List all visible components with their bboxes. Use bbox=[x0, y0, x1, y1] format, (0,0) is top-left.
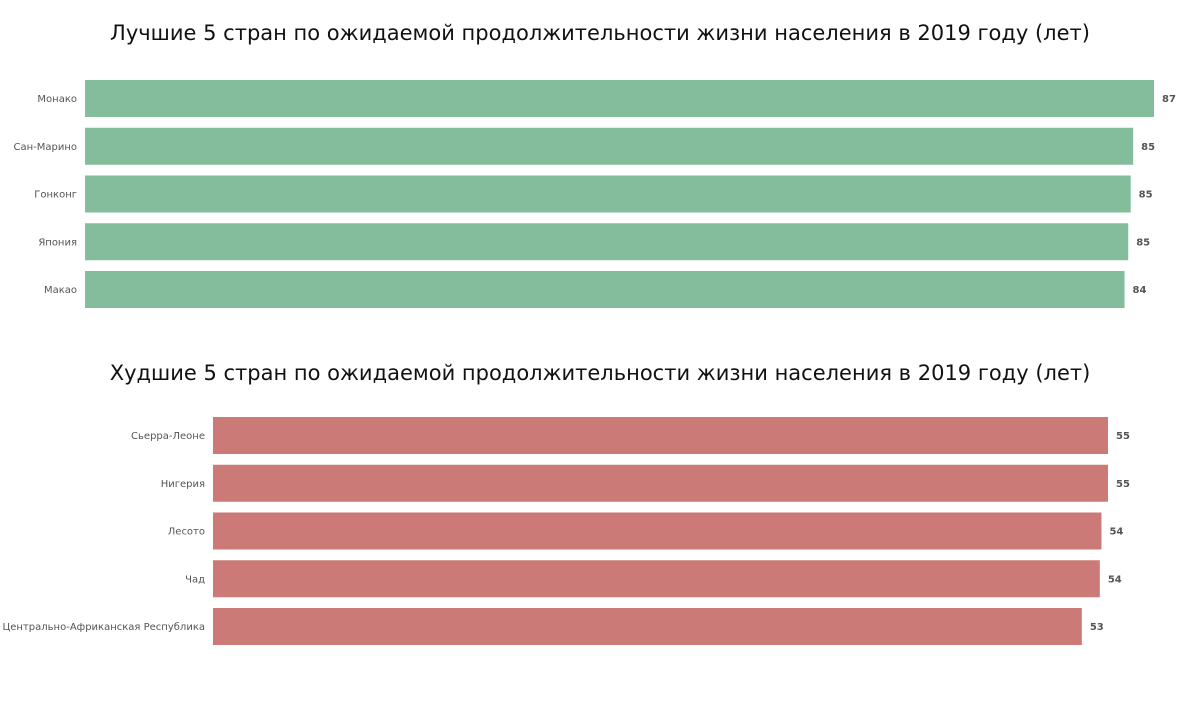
top-bar-2 bbox=[85, 175, 1131, 213]
bottom-bar-4 bbox=[213, 608, 1082, 645]
bottom-bar-3 bbox=[213, 560, 1100, 598]
top-chart-title: Лучшие 5 стран по ожидаемой продолжитель… bbox=[110, 21, 1090, 45]
bottom-category-label-0: Сьерра-Леоне bbox=[131, 431, 205, 442]
bottom-value-label-4: 53 bbox=[1090, 622, 1104, 633]
top-bar-1 bbox=[85, 127, 1134, 165]
bottom-bar-0 bbox=[213, 417, 1108, 454]
bottom-category-label-2: Лесото bbox=[168, 527, 205, 538]
bottom-chart: Сьерра-Леоне 55 Нигерия 55 Лесото 54 Чад 54 Цент… bbox=[3, 417, 1130, 645]
top-value-label-2: 85 bbox=[1139, 190, 1153, 201]
top-category-label-3: Япония bbox=[38, 237, 77, 248]
top-bar-4 bbox=[85, 271, 1125, 308]
bottom-category-label-1: Нигерия bbox=[161, 479, 205, 490]
top-category-label-4: Макао bbox=[44, 285, 77, 296]
bottom-bar-2 bbox=[213, 512, 1102, 550]
bottom-value-label-0: 55 bbox=[1116, 431, 1130, 442]
bottom-chart-title: Худшие 5 стран по ожидаемой продолжитель… bbox=[109, 361, 1091, 385]
bottom-category-label-3: Чад bbox=[185, 574, 205, 585]
top-bar-0 bbox=[85, 80, 1154, 117]
bottom-bar-1 bbox=[213, 464, 1108, 502]
top-value-label-4: 84 bbox=[1133, 285, 1147, 296]
bottom-value-label-1: 55 bbox=[1116, 479, 1130, 490]
bottom-category-label-4: Центрально-Африканская Республика bbox=[3, 622, 205, 633]
top-category-label-1: Сан-Марино bbox=[13, 142, 77, 153]
bottom-value-label-2: 54 bbox=[1109, 527, 1123, 538]
top-value-label-3: 85 bbox=[1136, 237, 1150, 248]
top-category-label-2: Гонконг bbox=[34, 190, 77, 201]
top-category-label-0: Монако bbox=[37, 94, 77, 105]
bottom-value-label-3: 54 bbox=[1108, 574, 1122, 585]
top-bar-3 bbox=[85, 223, 1129, 261]
top-chart: Монако 87 Сан-Марино 85 Гонконг 85 Япония 85 Мак… bbox=[13, 80, 1176, 308]
top-value-label-1: 85 bbox=[1141, 142, 1155, 153]
top-value-label-0: 87 bbox=[1162, 94, 1176, 105]
